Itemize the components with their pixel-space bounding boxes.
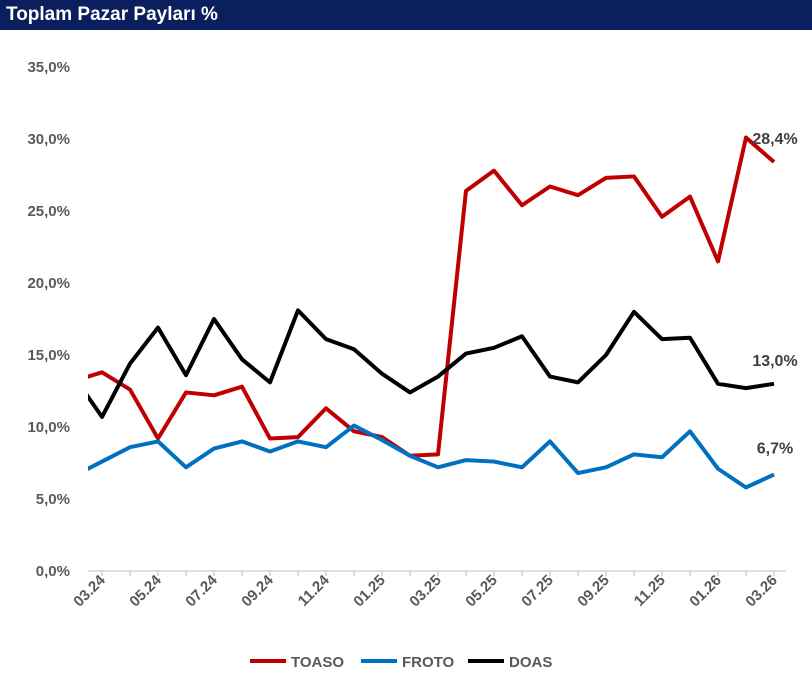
x-tick-label: 01.25 (350, 572, 389, 611)
legend-label-doas: DOAS (509, 654, 552, 671)
series-line-froto (88, 423, 775, 490)
series-line-toaso (88, 135, 776, 458)
x-tick-label: 07.25 (518, 572, 557, 611)
y-tick-label: 10,0% (27, 419, 70, 436)
data-label-froto: 6,7% (757, 441, 793, 458)
x-tick-label: 03.24 (70, 571, 109, 610)
x-tick-label: 01.26 (686, 572, 725, 611)
legend-label-toaso: TOASO (291, 654, 344, 671)
y-tick-label: 35,0% (27, 59, 70, 76)
x-tick-label: 03.26 (742, 572, 781, 611)
data-label-toaso: 28,4% (752, 131, 797, 148)
x-tick-label: 09.24 (238, 571, 277, 610)
x-tick-label: 05.25 (462, 572, 501, 611)
y-tick-label: 30,0% (27, 131, 70, 148)
title-bar: Toplam Pazar Payları % (0, 0, 812, 30)
data-label-doas: 13,0% (752, 353, 797, 370)
x-tick-label: 11.25 (631, 572, 669, 610)
x-tick-label: 05.24 (126, 571, 165, 610)
chart-title: Toplam Pazar Payları % (6, 4, 218, 25)
x-tick-label: 09.25 (574, 572, 613, 611)
y-tick-label: 15,0% (27, 347, 70, 364)
y-tick-label: 25,0% (27, 203, 70, 220)
y-tick-label: 20,0% (27, 275, 70, 292)
series-line-doas (88, 308, 775, 419)
y-tick-label: 0,0% (36, 563, 70, 580)
legend-label-froto: FROTO (402, 654, 455, 671)
y-tick-label: 5,0% (36, 491, 70, 508)
x-tick-label: 03.25 (406, 572, 445, 611)
x-tick-label: 07.24 (182, 571, 221, 610)
x-tick-label: 11.24 (295, 571, 333, 609)
